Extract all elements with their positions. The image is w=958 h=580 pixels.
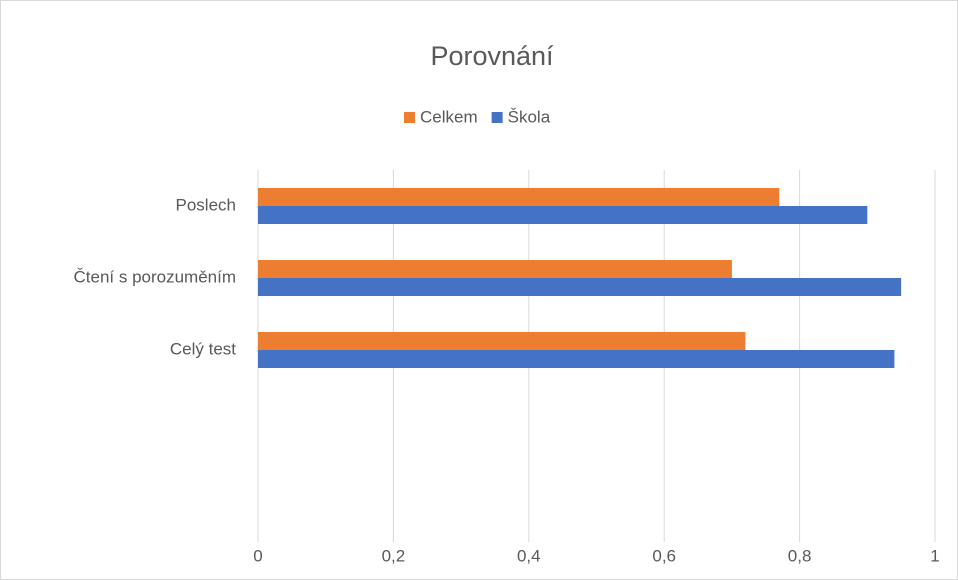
x-tick-label: 0,8 <box>788 546 812 565</box>
bar <box>258 350 895 368</box>
y-tick-label: Čtení s porozuměním <box>73 267 236 286</box>
x-tick-label: 0,6 <box>652 546 676 565</box>
x-tick-label: 0,2 <box>382 546 406 565</box>
y-tick-label: Poslech <box>176 195 236 214</box>
bar <box>258 206 868 224</box>
x-tick-label: 1 <box>930 546 939 565</box>
bar <box>258 188 780 206</box>
legend-label: Celkem <box>420 107 478 126</box>
legend-label: Škola <box>508 107 551 126</box>
legend-swatch <box>491 112 503 123</box>
chart-title: Porovnání <box>430 41 554 71</box>
x-tick-label: 0 <box>253 546 262 565</box>
x-tick-label: 0,4 <box>517 546 541 565</box>
y-tick-label: Celý test <box>170 339 236 358</box>
legend-swatch <box>404 112 415 123</box>
bar <box>258 260 732 278</box>
bar <box>258 278 902 296</box>
bar <box>258 332 746 350</box>
